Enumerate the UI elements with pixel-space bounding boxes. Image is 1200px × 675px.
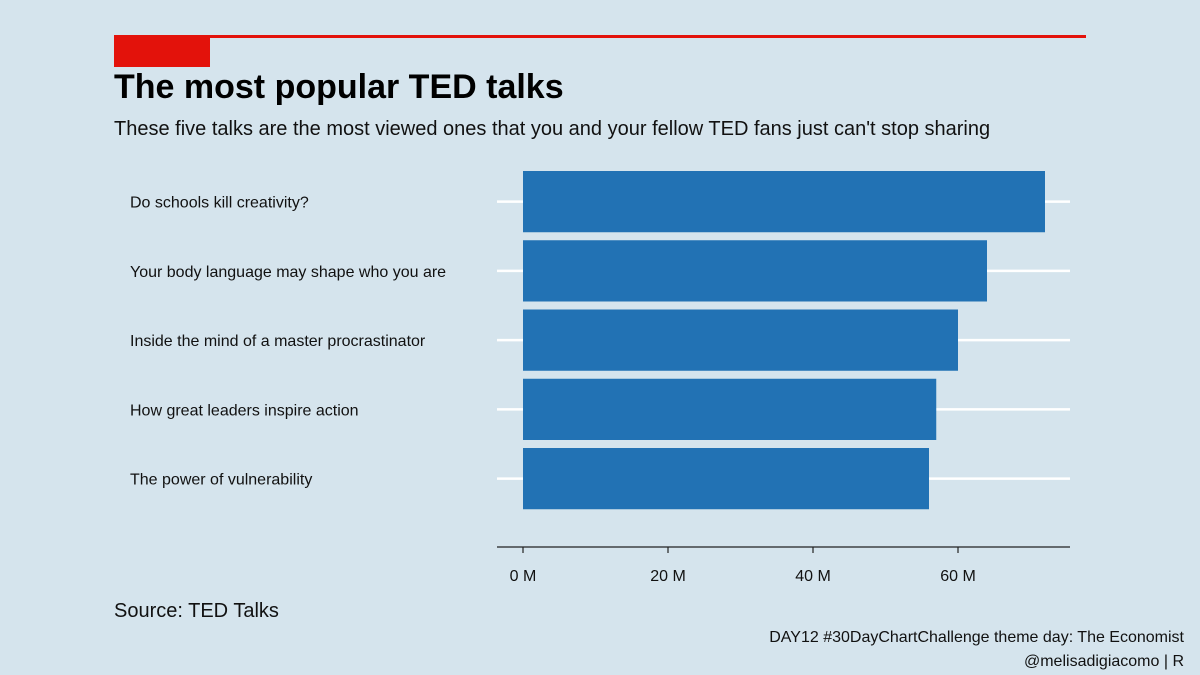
bar (523, 171, 1045, 233)
x-tick-label: 0 M (510, 568, 537, 585)
bar (523, 309, 958, 371)
x-tick-label: 20 M (650, 568, 686, 585)
credit-line-author: @melisadigiacomo | R (1023, 653, 1184, 670)
credit-line-challenge: DAY12 #30DayChartChallenge theme day: Th… (769, 629, 1184, 646)
x-tick-label: 40 M (795, 568, 831, 585)
bar-chart: Do schools kill creativity? Your body lan… (130, 171, 1070, 585)
category-label: Your body language may shape who you are (130, 264, 446, 281)
category-label: Inside the mind of a master procrastinat… (130, 333, 426, 350)
chart-title: The most popular TED talks (114, 68, 564, 106)
source-note: Source: TED Talks (114, 600, 279, 622)
credit-note: DAY12 #30DayChartChallenge theme day: Th… (769, 626, 1184, 674)
category-label: The power of vulnerability (130, 472, 312, 489)
red-accent-tag (114, 38, 210, 67)
category-label: How great leaders inspire action (130, 402, 359, 419)
bar (523, 378, 937, 440)
x-tick-label: 60 M (940, 568, 976, 585)
chart-subtitle: These five talks are the most viewed one… (114, 118, 991, 140)
bar (523, 448, 929, 510)
category-label: Do schools kill creativity? (130, 195, 309, 212)
bar (523, 240, 987, 302)
top-accent-rule (114, 35, 1086, 38)
